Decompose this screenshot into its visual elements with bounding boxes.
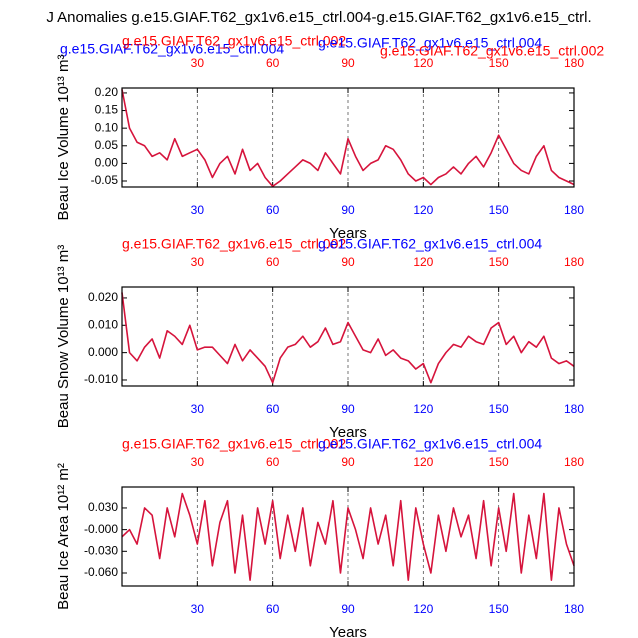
- y-tick-label: -0.010: [84, 372, 118, 386]
- x-axis-label: Years: [329, 624, 367, 638]
- data-line: [121, 492, 575, 582]
- x-tick-label: 150: [489, 602, 509, 616]
- x-tick-label: 180: [564, 402, 584, 416]
- x-tick-label-top: 90: [341, 56, 355, 70]
- x-tick-label: 60: [266, 402, 280, 416]
- x-tick-label: 30: [191, 203, 205, 217]
- x-tick-label-top: 120: [413, 455, 433, 469]
- y-axis-label: Beau Ice Area 10¹² m²: [55, 463, 72, 610]
- x-tick-label-top: 180: [564, 455, 584, 469]
- y-tick-label: 0.020: [88, 290, 118, 304]
- x-tick-label: 120: [413, 602, 433, 616]
- x-tick-label: 90: [341, 602, 355, 616]
- subtitle: g.e15.GIAF.T62_gx1v6.e15_ctrl.002: [122, 436, 346, 452]
- x-tick-label-top: 60: [266, 455, 280, 469]
- data-line: [121, 89, 575, 188]
- x-tick-label: 60: [266, 203, 280, 217]
- x-axis-label: Years: [329, 225, 367, 242]
- y-axis-label: Beau Ice Volume 10¹³ m³: [55, 55, 72, 221]
- x-tick-label: 120: [413, 402, 433, 416]
- subtitle: g.e15.GIAF.T62_gx1v6.e15_ctrl.004: [318, 35, 542, 51]
- x-tick-label-top: 180: [564, 56, 584, 70]
- x-tick-label: 180: [564, 203, 584, 217]
- x-tick-label-top: 150: [489, 455, 509, 469]
- plot-frame: [121, 286, 575, 387]
- x-tick-label-top: 150: [489, 56, 509, 70]
- x-tick-label-top: 90: [341, 255, 355, 269]
- x-tick-label: 90: [341, 402, 355, 416]
- y-tick-label: 0.15: [95, 103, 119, 117]
- subtitle: g.e15.GIAF.T62_gx1v6.e15_ctrl.004: [60, 41, 284, 57]
- x-tick-label-top: 30: [191, 255, 205, 269]
- plot-frame: [121, 486, 575, 587]
- x-tick-label-top: 60: [266, 255, 280, 269]
- y-tick-label: 0.10: [95, 120, 119, 134]
- chart-title: J Anomalies g.e15.GIAF.T62_gx1v6.e15_ctr…: [46, 9, 591, 26]
- x-tick-label-top: 120: [413, 56, 433, 70]
- y-tick-label: -0.05: [91, 173, 119, 187]
- data-line: [121, 292, 575, 384]
- y-tick-label: -0.060: [84, 565, 118, 579]
- plot-frame: [121, 87, 575, 188]
- x-tick-label-top: 120: [413, 255, 433, 269]
- x-tick-label: 120: [413, 203, 433, 217]
- subtitle: g.e15.GIAF.T62_gx1v6.e15_ctrl.002: [122, 236, 346, 252]
- y-tick-label: 0.000: [88, 345, 118, 359]
- subtitle: g.e15.GIAF.T62_gx1v6.e15_ctrl.004: [318, 436, 542, 452]
- x-tick-label-top: 90: [341, 455, 355, 469]
- x-tick-label-top: 180: [564, 255, 584, 269]
- x-tick-label-top: 60: [266, 56, 280, 70]
- y-tick-label: 0.010: [88, 317, 118, 331]
- y-tick-label: 0.05: [95, 138, 119, 152]
- y-tick-label: 0.00: [95, 156, 119, 170]
- subtitle: g.e15.GIAF.T62_gx1v6.e15_ctrl.002: [380, 43, 604, 59]
- x-tick-label: 30: [191, 602, 205, 616]
- x-tick-label: 150: [489, 402, 509, 416]
- y-axis-label: Beau Snow Volume 10¹³ m³: [55, 245, 72, 428]
- x-tick-label-top: 30: [191, 455, 205, 469]
- x-tick-label-top: 150: [489, 255, 509, 269]
- subtitle: g.e15.GIAF.T62_gx1v6.e15_ctrl.002: [122, 33, 346, 49]
- x-axis-label: Years: [329, 424, 367, 441]
- x-tick-label: 60: [266, 602, 280, 616]
- x-tick-label: 180: [564, 602, 584, 616]
- y-tick-label: -0.000: [84, 522, 118, 536]
- subtitle: g.e15.GIAF.T62_gx1v6.e15_ctrl.004: [318, 236, 542, 252]
- x-tick-label-top: 30: [191, 56, 205, 70]
- x-tick-label: 150: [489, 203, 509, 217]
- x-tick-label: 90: [341, 203, 355, 217]
- y-tick-label: 0.030: [88, 500, 118, 514]
- y-tick-label: -0.030: [84, 543, 118, 557]
- x-tick-label: 30: [191, 402, 205, 416]
- y-tick-label: 0.20: [95, 85, 119, 99]
